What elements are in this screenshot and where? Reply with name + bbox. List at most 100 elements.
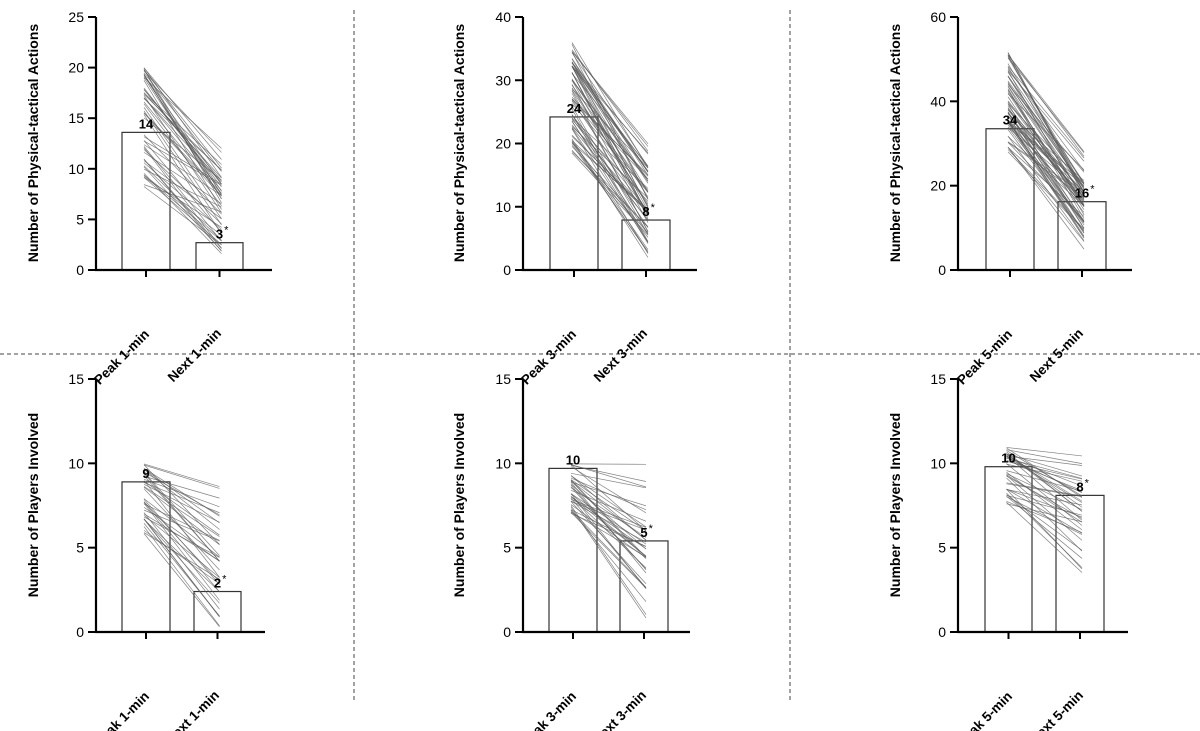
paired-line xyxy=(143,174,222,236)
y-tick-label: 10 xyxy=(930,455,946,471)
paired-line xyxy=(570,486,647,570)
paired-line xyxy=(1006,450,1083,497)
paired-line xyxy=(143,152,222,205)
paired-line xyxy=(570,464,647,488)
paired-line xyxy=(143,498,220,558)
y-tick-label: 60 xyxy=(930,9,946,25)
paired-line xyxy=(143,503,220,541)
paired-line xyxy=(1006,501,1083,533)
paired-line xyxy=(143,158,222,249)
paired-line xyxy=(143,110,222,226)
paired-line xyxy=(1006,488,1083,518)
paired-line xyxy=(1006,475,1083,519)
bar-peak xyxy=(984,466,1033,633)
paired-line xyxy=(1007,52,1085,197)
paired-line xyxy=(570,475,647,528)
y-tick-label: 40 xyxy=(495,9,511,25)
paired-line xyxy=(143,484,220,523)
paired-line xyxy=(143,74,222,200)
paired-line xyxy=(1007,136,1085,207)
y-tick-label: 5 xyxy=(76,540,84,556)
data-label: 10 xyxy=(566,452,580,467)
chart-panel-top-middle: 0 10 20 30 40 Peak 3-min Next 3-min Number of P… xyxy=(451,9,697,388)
paired-line xyxy=(143,140,222,233)
y-tick-label: 0 xyxy=(76,624,84,640)
paired-line xyxy=(1007,65,1085,159)
significance-star: * xyxy=(224,225,229,237)
y-tick-label: 40 xyxy=(930,93,946,109)
paired-line xyxy=(570,499,647,528)
y-tick-label: 10 xyxy=(495,199,511,215)
paired-line xyxy=(143,486,220,537)
paired-line xyxy=(143,519,220,592)
paired-line xyxy=(1007,115,1085,234)
category-label: Next 3-min xyxy=(591,326,650,385)
paired-line xyxy=(570,505,647,615)
significance-star: * xyxy=(1090,184,1095,196)
y-tick-label: 20 xyxy=(68,60,84,76)
paired-line xyxy=(570,511,647,558)
paired-line xyxy=(1007,103,1085,184)
chart-panel-bottom-left: 0 5 10 15 Peak 1-min Next 1-min Number of Play… xyxy=(25,371,265,731)
paired-line xyxy=(143,175,222,242)
paired-line xyxy=(143,165,222,241)
y-axis-title: Number of Physical-tactical Actions xyxy=(887,24,903,263)
paired-line xyxy=(1007,54,1085,152)
category-label: Peak 3-min xyxy=(518,327,579,388)
y-tick-label: 20 xyxy=(495,136,511,152)
paired-line xyxy=(143,184,222,213)
paired-line xyxy=(570,480,647,541)
paired-line xyxy=(143,530,220,585)
paired-line xyxy=(1007,96,1085,210)
data-label: 5 xyxy=(640,525,647,540)
paired-line xyxy=(1007,122,1085,239)
paired-line xyxy=(143,468,220,517)
y-axis-title: Number of Players Involved xyxy=(451,413,467,597)
y-tick-label: 0 xyxy=(938,262,946,278)
y-tick-label: 15 xyxy=(930,371,946,387)
paired-line xyxy=(1006,456,1083,487)
paired-line xyxy=(143,472,220,562)
paired-line xyxy=(143,512,220,610)
category-label: Peak 5-min xyxy=(954,689,1015,731)
paired-line xyxy=(1007,112,1085,226)
bar-peak xyxy=(121,131,171,271)
paired-line xyxy=(571,120,649,244)
paired-line xyxy=(143,70,222,153)
chart-panel-top-right: 0 20 40 60 Peak 5-min Next 5-min Number of Phy… xyxy=(887,9,1132,388)
paired-line xyxy=(570,466,647,514)
paired-line xyxy=(570,489,647,522)
paired-line xyxy=(1006,471,1083,531)
significance-star: * xyxy=(222,574,227,586)
paired-line xyxy=(1006,455,1083,521)
paired-line xyxy=(143,486,220,545)
y-tick-label: 10 xyxy=(495,455,511,471)
category-label: Next 5-min xyxy=(1027,688,1086,731)
paired-line xyxy=(1006,453,1083,508)
paired-line xyxy=(1006,489,1083,570)
data-label: 9 xyxy=(142,466,149,481)
category-label: Peak 3-min xyxy=(518,689,579,731)
paired-line xyxy=(571,99,649,191)
paired-line xyxy=(143,533,220,627)
paired-line xyxy=(570,464,647,482)
paired-line xyxy=(571,146,649,228)
paired-line xyxy=(1007,147,1085,242)
paired-line xyxy=(571,65,649,173)
paired-line xyxy=(143,80,222,210)
paired-line xyxy=(143,464,220,489)
paired-line xyxy=(143,523,220,617)
paired-line xyxy=(143,87,222,188)
paired-line xyxy=(143,463,220,487)
data-label: 16 xyxy=(1075,186,1089,201)
category-label: Next 3-min xyxy=(590,688,649,731)
paired-line xyxy=(571,87,649,206)
y-tick-label: 0 xyxy=(76,262,84,278)
paired-line xyxy=(1007,108,1085,193)
paired-line xyxy=(1006,457,1083,494)
paired-line xyxy=(143,93,222,171)
significance-star: * xyxy=(651,202,656,214)
paired-line xyxy=(1007,109,1085,201)
paired-line xyxy=(143,177,222,245)
